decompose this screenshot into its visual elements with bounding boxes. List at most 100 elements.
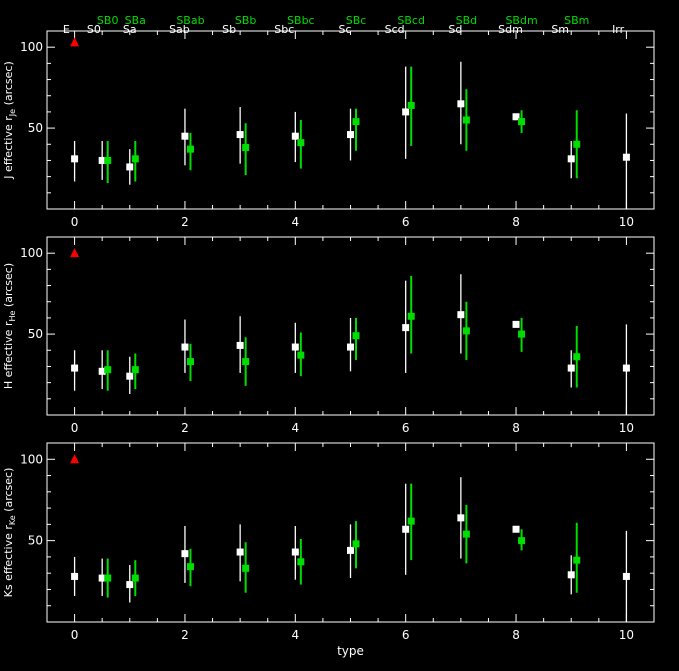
top-type-label: SBa xyxy=(125,14,146,27)
green-data-point xyxy=(242,564,250,572)
green-data-point xyxy=(518,118,526,126)
white-data-point xyxy=(98,156,106,164)
green-data-point xyxy=(352,332,360,340)
y-axis-label-subscript: Ke xyxy=(8,515,17,525)
white-data-point xyxy=(622,364,630,372)
green-data-point xyxy=(186,145,194,153)
green-data-point xyxy=(297,139,305,147)
green-data-point xyxy=(131,366,139,374)
top-type-label: SBd xyxy=(456,14,478,27)
white-data-point xyxy=(181,343,189,351)
green-data-point xyxy=(352,540,360,548)
y-axis-label: J effective rJe (arcsec) xyxy=(2,61,17,180)
white-data-point xyxy=(71,155,79,163)
bottom-type-label: Sdm xyxy=(498,23,523,36)
white-data-point xyxy=(402,108,410,116)
x-tick-label: 0 xyxy=(71,421,79,435)
green-data-point xyxy=(131,574,139,582)
top-type-label: SBcd xyxy=(397,14,425,27)
green-data-point xyxy=(462,116,470,124)
red-triangle-marker xyxy=(70,248,80,258)
white-data-point xyxy=(71,364,79,372)
bottom-type-label: Sab xyxy=(169,23,190,36)
white-data-point xyxy=(291,343,299,351)
green-data-point xyxy=(104,574,112,582)
white-data-point xyxy=(126,581,134,589)
y-axis-label-unit: (arcsec) xyxy=(2,61,15,109)
green-data-point xyxy=(573,556,581,564)
x-tick-label: 2 xyxy=(181,628,189,642)
bottom-type-label: Sbc xyxy=(274,23,294,36)
top-type-label: SBb xyxy=(235,14,257,27)
white-data-point xyxy=(291,548,299,556)
x-tick-label: 0 xyxy=(71,215,79,229)
white-data-point xyxy=(402,525,410,533)
top-type-label: SBbc xyxy=(287,14,315,27)
green-data-point xyxy=(518,330,526,338)
white-data-point xyxy=(347,131,354,139)
x-tick-label: 10 xyxy=(619,215,634,229)
x-tick-label: 2 xyxy=(181,421,189,435)
bottom-type-label: Sb xyxy=(222,23,236,36)
top-type-label: SBm xyxy=(564,14,589,27)
y-axis-label-subscript: He xyxy=(8,311,17,322)
white-data-point xyxy=(622,572,630,580)
white-data-point xyxy=(567,364,575,372)
x-tick-label: 8 xyxy=(512,421,520,435)
green-data-point xyxy=(407,517,415,525)
green-data-point xyxy=(242,358,250,366)
y-axis-label: H effective rHe (arcsec) xyxy=(2,263,17,389)
y-axis-label-main: J effective r xyxy=(2,116,15,180)
white-data-point xyxy=(236,131,244,139)
x-tick-label: 8 xyxy=(512,215,520,229)
green-data-point xyxy=(407,101,415,109)
white-data-point xyxy=(347,343,354,351)
x-tick-label: 4 xyxy=(291,421,299,435)
green-data-point xyxy=(242,144,250,152)
white-data-point xyxy=(512,113,520,121)
y-tick-label: 100 xyxy=(20,452,43,466)
y-axis-label-unit: (arcsec) xyxy=(2,468,15,516)
green-data-point xyxy=(131,155,139,163)
y-tick-label: 50 xyxy=(28,327,43,341)
white-data-point xyxy=(457,100,465,108)
x-tick-label: 10 xyxy=(619,421,634,435)
white-data-point xyxy=(236,341,244,349)
green-data-point xyxy=(104,156,112,164)
x-tick-label: 4 xyxy=(291,628,299,642)
red-triangle-marker xyxy=(70,37,80,47)
top-type-label: SBc xyxy=(346,14,367,27)
x-tick-label: 0 xyxy=(71,628,79,642)
bottom-type-label: Sc xyxy=(338,23,351,36)
green-data-point xyxy=(573,353,581,361)
bottom-type-label: S0 xyxy=(87,23,101,36)
green-data-point xyxy=(104,366,112,374)
bottom-type-label: Scd xyxy=(385,23,405,36)
white-data-point xyxy=(457,311,465,319)
y-tick-label: 100 xyxy=(20,246,43,260)
green-data-point xyxy=(186,563,194,571)
white-data-point xyxy=(126,163,134,171)
bottom-type-label: Sm xyxy=(551,23,569,36)
green-data-point xyxy=(407,312,415,320)
y-axis-label-unit: (arcsec) xyxy=(2,263,15,311)
x-tick-label: 6 xyxy=(402,628,410,642)
white-data-point xyxy=(457,514,465,522)
green-data-point xyxy=(462,327,470,335)
y-axis-label-subscript: Je xyxy=(8,109,17,117)
x-tick-label: 8 xyxy=(512,628,520,642)
white-data-point xyxy=(512,320,520,328)
white-data-point xyxy=(126,372,134,380)
y-tick-label: 50 xyxy=(28,534,43,548)
white-data-point xyxy=(512,525,520,533)
y-axis-label-main: Ks effective r xyxy=(2,525,15,598)
y-tick-label: 100 xyxy=(20,40,43,54)
bottom-type-label: Sd xyxy=(448,23,462,36)
top-type-label: SB0 xyxy=(97,14,119,27)
white-data-point xyxy=(567,571,575,579)
x-tick-label: 2 xyxy=(181,215,189,229)
red-triangle-marker xyxy=(70,454,80,464)
green-data-point xyxy=(518,537,526,545)
